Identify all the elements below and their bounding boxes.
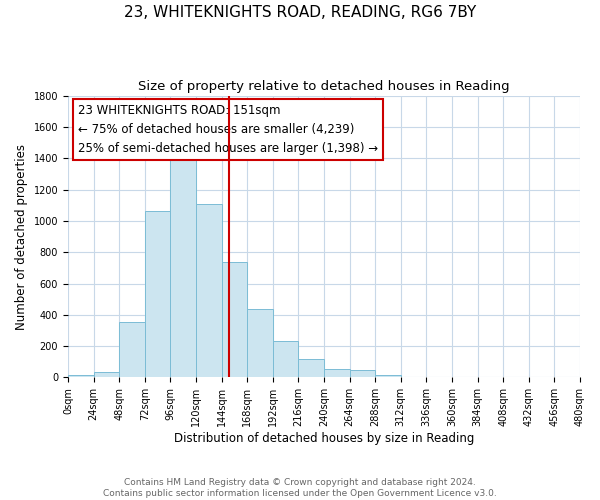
Bar [221,262,247,378]
Bar [68,375,94,378]
Bar [145,212,170,378]
Bar [375,374,401,378]
Bar [196,204,221,378]
Bar [350,370,375,378]
Bar [401,376,427,378]
Bar [170,147,196,378]
Bar [119,322,145,378]
Bar [298,360,324,378]
Bar [94,372,119,378]
Text: Contains HM Land Registry data © Crown copyright and database right 2024.
Contai: Contains HM Land Registry data © Crown c… [103,478,497,498]
Bar [247,310,273,378]
X-axis label: Distribution of detached houses by size in Reading: Distribution of detached houses by size … [174,432,474,445]
Text: 23 WHITEKNIGHTS ROAD: 151sqm
← 75% of detached houses are smaller (4,239)
25% of: 23 WHITEKNIGHTS ROAD: 151sqm ← 75% of de… [78,104,378,155]
Y-axis label: Number of detached properties: Number of detached properties [15,144,28,330]
Bar [324,369,350,378]
Text: 23, WHITEKNIGHTS ROAD, READING, RG6 7BY: 23, WHITEKNIGHTS ROAD, READING, RG6 7BY [124,5,476,20]
Bar [273,342,298,378]
Title: Size of property relative to detached houses in Reading: Size of property relative to detached ho… [138,80,510,93]
